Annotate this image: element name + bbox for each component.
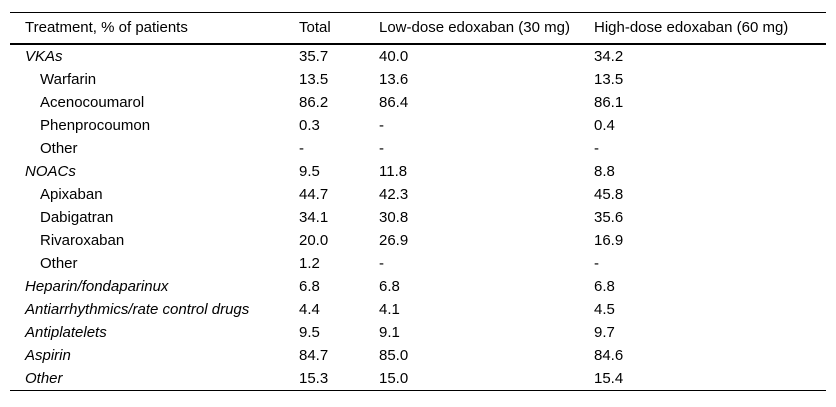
cell-total: 35.7 bbox=[299, 48, 329, 65]
row-label: Antiarrhythmics/rate control drugs bbox=[25, 301, 250, 318]
cell-high-dose: 45.8 bbox=[594, 186, 624, 203]
row-label: Acenocoumarol bbox=[40, 94, 145, 111]
table-row: Apixaban 44.7 42.3 45.8 bbox=[10, 183, 826, 206]
table-row: Other - - - bbox=[10, 137, 826, 160]
row-label: Rivaroxaban bbox=[40, 232, 125, 249]
table-row: Other 15.3 15.0 15.4 bbox=[10, 367, 826, 391]
table-row: Antiarrhythmics/rate control drugs 4.4 4… bbox=[10, 298, 826, 321]
cell-high-dose: 13.5 bbox=[594, 71, 624, 88]
cell-low-dose: 13.6 bbox=[379, 71, 409, 88]
table-row: Acenocoumarol 86.2 86.4 86.1 bbox=[10, 91, 826, 114]
cell-total: 13.5 bbox=[299, 71, 329, 88]
cell-total: 9.5 bbox=[299, 163, 320, 180]
cell-high-dose: 34.2 bbox=[594, 48, 624, 65]
cell-total: 1.2 bbox=[299, 255, 320, 272]
table-row: VKAs 35.7 40.0 34.2 bbox=[10, 44, 826, 68]
cell-total: 44.7 bbox=[299, 186, 329, 203]
cell-total: 84.7 bbox=[299, 347, 329, 364]
row-label: VKAs bbox=[25, 48, 63, 65]
col-header-high-dose: High-dose edoxaban (60 mg) bbox=[594, 12, 826, 45]
cell-low-dose: 26.9 bbox=[379, 232, 409, 249]
cell-high-dose: 16.9 bbox=[594, 232, 624, 249]
cell-low-dose: 86.4 bbox=[379, 94, 409, 111]
col-header-treatment: Treatment, % of patients bbox=[10, 12, 299, 45]
table-row: NOACs 9.5 11.8 8.8 bbox=[10, 160, 826, 183]
cell-high-dose: 8.8 bbox=[594, 163, 615, 180]
table-body: VKAs 35.7 40.0 34.2 Warfarin 13.5 13.6 1… bbox=[10, 44, 826, 391]
cell-high-dose: - bbox=[594, 255, 599, 272]
table-row: Warfarin 13.5 13.6 13.5 bbox=[10, 68, 826, 91]
cell-low-dose: 15.0 bbox=[379, 370, 409, 387]
cell-low-dose: 30.8 bbox=[379, 209, 409, 226]
cell-high-dose: - bbox=[594, 140, 599, 157]
row-label: Warfarin bbox=[40, 71, 97, 88]
cell-high-dose: 4.5 bbox=[594, 301, 615, 318]
cell-high-dose: 15.4 bbox=[594, 370, 624, 387]
row-label: Heparin/fondaparinux bbox=[25, 278, 169, 295]
row-label: Other bbox=[40, 140, 78, 157]
row-label: NOACs bbox=[25, 163, 76, 180]
col-header-total: Total bbox=[299, 12, 379, 45]
table-row: Dabigatran 34.1 30.8 35.6 bbox=[10, 206, 826, 229]
col-header-low-dose: Low-dose edoxaban (30 mg) bbox=[379, 12, 594, 45]
cell-low-dose: 40.0 bbox=[379, 48, 409, 65]
cell-low-dose: 6.8 bbox=[379, 278, 400, 295]
row-label: Other bbox=[40, 255, 78, 272]
table-row: Phenprocoumon 0.3 - 0.4 bbox=[10, 114, 826, 137]
header-row: Treatment, % of patients Total Low-dose … bbox=[10, 12, 826, 45]
cell-high-dose: 86.1 bbox=[594, 94, 624, 111]
cell-total: 86.2 bbox=[299, 94, 329, 111]
cell-low-dose: 42.3 bbox=[379, 186, 409, 203]
cell-low-dose: 85.0 bbox=[379, 347, 409, 364]
cell-total: 6.8 bbox=[299, 278, 320, 295]
table-row: Antiplatelets 9.5 9.1 9.7 bbox=[10, 321, 826, 344]
cell-low-dose: 4.1 bbox=[379, 301, 400, 318]
cell-high-dose: 35.6 bbox=[594, 209, 624, 226]
table-row: Heparin/fondaparinux 6.8 6.8 6.8 bbox=[10, 275, 826, 298]
row-label: Other bbox=[25, 370, 63, 387]
cell-low-dose: - bbox=[379, 255, 384, 272]
cell-total: 15.3 bbox=[299, 370, 329, 387]
cell-total: 4.4 bbox=[299, 301, 320, 318]
cell-total: 0.3 bbox=[299, 117, 320, 134]
treatment-table: Treatment, % of patients Total Low-dose … bbox=[10, 12, 826, 391]
cell-high-dose: 9.7 bbox=[594, 324, 615, 341]
cell-high-dose: 0.4 bbox=[594, 117, 615, 134]
cell-total: - bbox=[299, 140, 304, 157]
cell-low-dose: - bbox=[379, 117, 384, 134]
cell-low-dose: 9.1 bbox=[379, 324, 400, 341]
cell-total: 9.5 bbox=[299, 324, 320, 341]
row-label: Dabigatran bbox=[40, 209, 114, 226]
row-label: Antiplatelets bbox=[25, 324, 107, 341]
cell-high-dose: 84.6 bbox=[594, 347, 624, 364]
cell-low-dose: 11.8 bbox=[379, 163, 408, 180]
cell-total: 34.1 bbox=[299, 209, 329, 226]
cell-low-dose: - bbox=[379, 140, 384, 157]
table-row: Aspirin 84.7 85.0 84.6 bbox=[10, 344, 826, 367]
row-label: Apixaban bbox=[40, 186, 103, 203]
cell-total: 20.0 bbox=[299, 232, 329, 249]
row-label: Aspirin bbox=[25, 347, 71, 364]
table-row: Rivaroxaban 20.0 26.9 16.9 bbox=[10, 229, 826, 252]
table-row: Other 1.2 - - bbox=[10, 252, 826, 275]
cell-high-dose: 6.8 bbox=[594, 278, 615, 295]
row-label: Phenprocoumon bbox=[40, 117, 151, 134]
